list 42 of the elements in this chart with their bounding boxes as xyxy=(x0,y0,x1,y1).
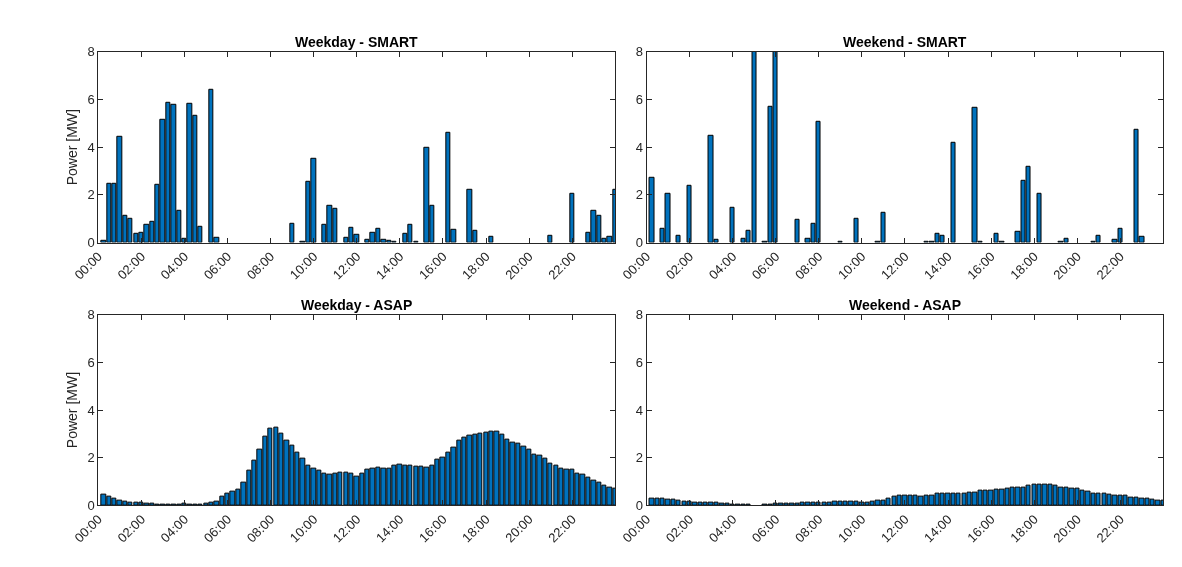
bar xyxy=(675,234,681,243)
y-tick-label: 6 xyxy=(87,92,95,108)
bar xyxy=(423,146,430,243)
y-tick-label: 2 xyxy=(635,450,643,466)
y-tick-label: 0 xyxy=(87,235,95,251)
y-tick-label: 8 xyxy=(635,44,643,60)
y-axis-title: Power [MW] xyxy=(64,371,81,449)
y-tick-label: 8 xyxy=(87,44,95,60)
y-tick-label: 0 xyxy=(635,235,643,251)
bar xyxy=(488,235,494,243)
y-axis-title: Power [MW] xyxy=(64,109,81,186)
y-tick-label: 6 xyxy=(87,354,95,370)
y-tick-label: 4 xyxy=(87,139,95,155)
bar xyxy=(648,176,655,243)
y-tick-label: 4 xyxy=(635,139,643,155)
chart-title: Weekend - SMART xyxy=(843,34,967,50)
bar xyxy=(686,184,692,243)
y-tick-label: 8 xyxy=(635,307,643,323)
bar xyxy=(569,192,575,243)
y-tick-label: 4 xyxy=(635,402,643,418)
bar xyxy=(100,493,107,506)
y-tick-label: 4 xyxy=(87,402,95,418)
chart-title: Weekend - ASAP xyxy=(849,297,962,313)
y-tick-label: 6 xyxy=(635,354,643,370)
bar xyxy=(950,141,956,243)
bar xyxy=(547,234,553,243)
bar xyxy=(729,206,735,243)
bar xyxy=(794,218,800,243)
chart-title: Weekday - ASAP xyxy=(301,297,413,313)
bar xyxy=(466,188,473,243)
y-tick-label: 0 xyxy=(635,498,643,513)
y-tick-label: 2 xyxy=(87,450,95,466)
bar xyxy=(853,217,859,243)
bar xyxy=(648,497,655,506)
bar xyxy=(289,222,295,243)
y-tick-label: 2 xyxy=(635,187,643,203)
chart-title: Weekday - SMART xyxy=(295,34,419,50)
y-tick-label: 6 xyxy=(635,92,643,108)
y-tick-label: 8 xyxy=(87,307,95,323)
y-tick-label: 0 xyxy=(87,498,95,513)
bar xyxy=(1036,192,1042,243)
y-tick-label: 2 xyxy=(87,187,95,203)
